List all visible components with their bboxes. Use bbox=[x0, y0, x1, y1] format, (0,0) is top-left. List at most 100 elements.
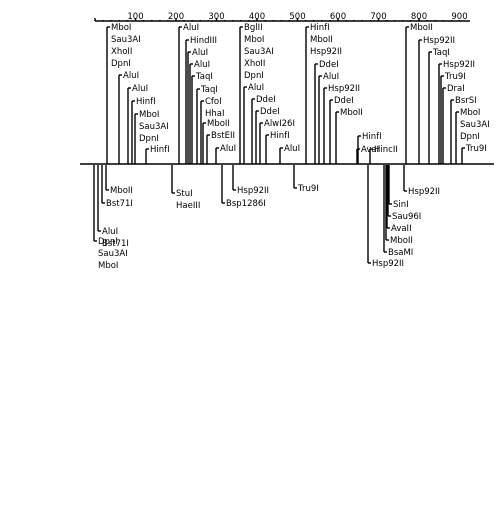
cut-site-bottom: Tru9I bbox=[293, 165, 319, 194]
enzyme-label: AluI bbox=[192, 48, 208, 58]
enzyme-label: DpnI bbox=[98, 237, 118, 247]
scale-label: 700 bbox=[370, 12, 386, 22]
enzyme-label: TaqI bbox=[432, 48, 450, 58]
enzyme-label: XhoII bbox=[244, 59, 265, 69]
enzyme-label: Hsp92II bbox=[372, 259, 404, 269]
enzyme-label: Sau3AI bbox=[111, 35, 141, 45]
enzyme-label: MboI bbox=[460, 108, 480, 118]
enzyme-label: AlwI26I bbox=[264, 119, 295, 129]
cut-site-top: AluI bbox=[187, 48, 208, 164]
cut-site-top: HinfI bbox=[145, 145, 170, 164]
enzyme-label: AluI bbox=[284, 144, 300, 154]
cut-site-top: AlwI26I bbox=[259, 119, 295, 164]
enzyme-label: XhoII bbox=[111, 47, 132, 57]
cut-site-top: HinfI bbox=[131, 97, 156, 164]
cut-site-bottom: Bst71I bbox=[101, 165, 133, 209]
enzyme-label: Hsp92II bbox=[408, 187, 440, 197]
enzyme-label: HindIII bbox=[190, 36, 217, 46]
cut-site-top: TaqI bbox=[191, 72, 213, 164]
cut-site-bottom: AvaII bbox=[386, 165, 412, 234]
enzyme-label: DpnI bbox=[139, 134, 159, 144]
cut-site-top: AluI bbox=[215, 144, 236, 164]
cut-site-top: TaqI bbox=[428, 48, 450, 164]
cut-site-top: DraI bbox=[442, 84, 465, 164]
cut-site-bottom: StuI HaeIII bbox=[171, 165, 200, 211]
enzyme-label: AvaII bbox=[391, 224, 412, 234]
cut-site-top: HinfI bbox=[265, 131, 290, 164]
cut-site-bottom: Bsp1286I bbox=[221, 165, 266, 209]
enzyme-label: AluI bbox=[183, 23, 199, 33]
enzyme-label: BstEII bbox=[211, 131, 235, 141]
cut-site-top: AluI bbox=[189, 60, 210, 164]
cut-site-top: Hsp92II bbox=[323, 84, 360, 164]
cut-site-top: AluI bbox=[318, 72, 339, 164]
enzyme-label: DdeI bbox=[260, 107, 280, 117]
enzyme-label: MboII bbox=[410, 23, 433, 33]
cut-site-bottom: Hsp92II bbox=[367, 165, 404, 269]
enzyme-label: DraI bbox=[447, 84, 465, 94]
cut-site-top: MboI Sau3AI DpnI bbox=[455, 108, 490, 164]
enzyme-label: DpnI bbox=[460, 132, 480, 142]
enzyme-label: Sau3AI bbox=[139, 122, 169, 132]
scale-label: 500 bbox=[289, 12, 305, 22]
cut-site-top: AluI bbox=[178, 23, 199, 164]
cut-site-top: HinfI MboII Hsp92II bbox=[305, 23, 342, 164]
cut-site-top: MboI Sau3AI DpnI bbox=[134, 110, 169, 164]
cut-site-top: DdeI bbox=[255, 107, 280, 164]
enzyme-label: MboI bbox=[111, 23, 131, 33]
cut-site-top: MboI Sau3AI XhoII DpnI bbox=[106, 23, 141, 164]
scale-label: 600 bbox=[330, 12, 346, 22]
enzyme-label: Hsp92II bbox=[310, 47, 342, 57]
enzyme-label: CfoI bbox=[205, 97, 222, 107]
enzyme-label: BsrSI bbox=[455, 96, 477, 106]
enzyme-label: MboI bbox=[244, 35, 264, 45]
cut-site-top: AluI bbox=[118, 71, 139, 164]
enzyme-label: BsaMI bbox=[388, 248, 413, 258]
cut-site-bottom: MboII bbox=[105, 165, 133, 196]
enzyme-label: MboI bbox=[98, 261, 118, 271]
enzyme-label: MboI bbox=[139, 110, 159, 120]
enzyme-label: AluI bbox=[123, 71, 139, 81]
enzyme-label: AluI bbox=[220, 144, 236, 154]
enzyme-label: AluI bbox=[248, 83, 264, 93]
enzyme-label: Sau96I bbox=[392, 212, 421, 222]
scale-label: 800 bbox=[411, 12, 427, 22]
enzyme-label: Tru9I bbox=[465, 144, 487, 154]
cut-site-top: MboII bbox=[335, 108, 363, 164]
cut-site-top: AluI bbox=[127, 84, 148, 164]
cut-site-bottom: MboII bbox=[385, 165, 413, 246]
enzyme-label: TaqI bbox=[195, 72, 213, 82]
bottom-sites-group: DpnI Sau3AI MboI AluI Bst71I Bst71I MboII StuI H… bbox=[93, 165, 440, 271]
cut-site-top: BglII MboI Sau3AI XhoII DpnI bbox=[239, 23, 274, 164]
enzyme-label: AluI bbox=[102, 227, 118, 237]
enzyme-label: HinfI bbox=[310, 23, 330, 33]
cut-site-bottom: AluI Bst71I bbox=[97, 165, 129, 249]
cut-site-bottom: BsaMI bbox=[383, 165, 413, 258]
cut-site-bottom: Sau96I bbox=[387, 165, 421, 222]
cut-site-top: Hsp92II bbox=[418, 36, 455, 164]
enzyme-label: Hsp92II bbox=[443, 60, 475, 70]
scale-label: 200 bbox=[168, 12, 184, 22]
cut-site-top: CfoI HhaI bbox=[200, 97, 225, 164]
enzyme-label: Sau3AI bbox=[244, 47, 274, 57]
enzyme-label: MboII bbox=[340, 108, 363, 118]
enzyme-label: HinfI bbox=[362, 132, 382, 142]
enzyme-label: Hsp92II bbox=[328, 84, 360, 94]
enzyme-label: DpnI bbox=[111, 59, 131, 69]
scale-label: 100 bbox=[127, 12, 143, 22]
cut-site-top: MboII bbox=[202, 119, 230, 164]
enzyme-label: AluI bbox=[194, 60, 210, 70]
cut-site-top: Tru9I bbox=[461, 144, 487, 164]
enzyme-label: StuI bbox=[176, 189, 193, 199]
cut-site-top: DdeI bbox=[314, 60, 339, 164]
enzyme-label: DpnI bbox=[244, 71, 264, 81]
cut-site-top: MboII bbox=[405, 23, 433, 164]
scale-label: 400 bbox=[249, 12, 265, 22]
enzyme-label: DdeI bbox=[319, 60, 339, 70]
enzyme-label: HincII bbox=[374, 145, 398, 155]
cut-site-top: HincII bbox=[369, 145, 398, 164]
enzyme-label: BglII bbox=[244, 23, 263, 33]
cut-site-top: TaqI bbox=[196, 85, 218, 164]
cut-site-top: Hsp92II bbox=[438, 60, 475, 164]
